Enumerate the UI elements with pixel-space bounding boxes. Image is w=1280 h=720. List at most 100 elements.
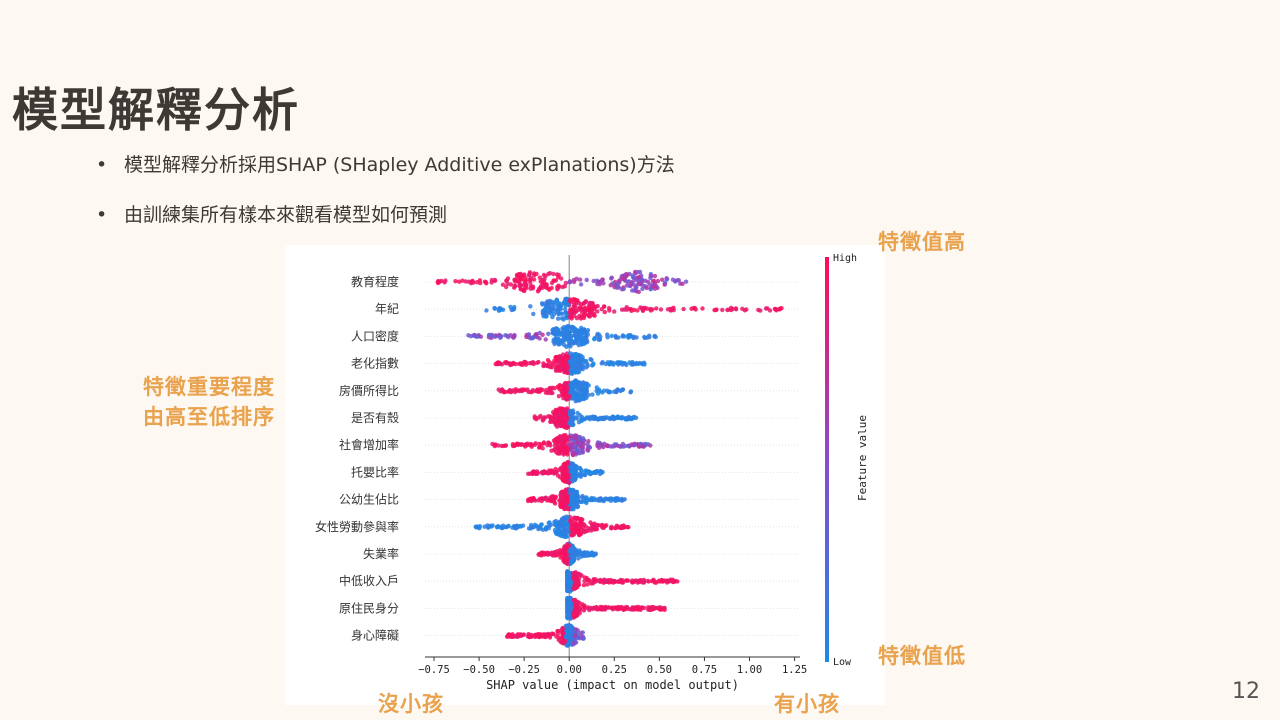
shap-point xyxy=(530,335,535,341)
shap-point xyxy=(477,524,482,529)
shap-point xyxy=(574,611,580,617)
shap-point xyxy=(561,551,567,557)
shap-point xyxy=(550,314,555,320)
annotation-importance-line2: 由高至低排序 xyxy=(143,405,275,429)
shap-point xyxy=(595,417,600,422)
shap-point xyxy=(744,307,749,312)
shap-point xyxy=(767,308,773,313)
shap-point xyxy=(500,387,505,392)
shap-point xyxy=(576,556,581,561)
feature-label: 女性勞動參與率 xyxy=(315,519,399,534)
shap-point xyxy=(561,342,567,347)
feature-label: 失業率 xyxy=(363,546,399,561)
shap-point xyxy=(548,363,553,369)
shap-point xyxy=(641,579,646,585)
shap-point xyxy=(559,330,564,335)
shap-point xyxy=(474,334,479,339)
shap-point xyxy=(621,273,626,278)
shap-point xyxy=(566,323,571,329)
shap-point xyxy=(664,276,670,282)
shap-point xyxy=(548,390,554,396)
shap-point xyxy=(565,607,570,613)
shap-point xyxy=(579,335,584,340)
shap-point xyxy=(624,305,629,310)
shap-point xyxy=(756,307,761,313)
shap-point xyxy=(568,487,573,492)
annotation-high-value: 特徵值高 xyxy=(878,230,966,254)
shap-point xyxy=(512,277,517,282)
shap-point xyxy=(574,415,579,420)
feature-label: 中低收入戶 xyxy=(339,573,399,588)
shap-point xyxy=(568,437,573,442)
shap-point xyxy=(564,514,569,519)
bullet-item: • 由訓練集所有樣本來觀看模型如何預測 xyxy=(96,200,675,250)
shap-point xyxy=(526,471,531,476)
shap-point xyxy=(514,272,520,278)
shap-point xyxy=(551,438,557,443)
shap-point xyxy=(733,306,739,311)
shap-point xyxy=(574,365,579,370)
shap-point xyxy=(584,335,589,340)
shap-point xyxy=(585,582,590,587)
shap-point xyxy=(575,499,580,505)
shap-point xyxy=(662,282,667,287)
shap-point xyxy=(551,447,557,453)
shap-point xyxy=(571,444,577,449)
feature-label: 人口密度 xyxy=(351,328,399,343)
shap-point xyxy=(483,280,489,285)
shap-point xyxy=(529,360,535,365)
shap-point xyxy=(572,332,577,338)
shap-point xyxy=(561,527,567,532)
shap-point xyxy=(578,330,583,335)
shap-point xyxy=(594,605,599,610)
shap-point xyxy=(556,316,561,321)
shap-point xyxy=(676,278,681,283)
shap-point xyxy=(578,572,583,577)
shap-point xyxy=(590,606,595,612)
shap-point xyxy=(559,492,564,498)
shap-point xyxy=(557,358,562,364)
shap-point xyxy=(567,279,573,285)
shap-point xyxy=(538,522,544,528)
annotation-low-value: 特徵值低 xyxy=(878,644,966,668)
shap-point xyxy=(554,354,559,360)
shap-point xyxy=(670,306,675,312)
shap-point xyxy=(565,461,571,466)
shap-point xyxy=(576,342,581,348)
shap-point xyxy=(564,634,569,639)
shap-point xyxy=(496,360,502,365)
shap-point xyxy=(570,452,576,458)
shap-point xyxy=(575,447,580,453)
shap-point xyxy=(618,388,623,394)
shap-point xyxy=(649,578,654,584)
shap-point xyxy=(498,335,503,340)
shap-point xyxy=(611,417,616,422)
shap-point xyxy=(577,381,583,387)
bullet-dot: • xyxy=(96,154,108,176)
shap-point xyxy=(675,579,680,584)
shap-point xyxy=(591,312,596,318)
shap-point xyxy=(566,543,572,548)
shap-point xyxy=(563,444,568,450)
shap-point xyxy=(579,517,584,522)
shap-point xyxy=(576,398,582,403)
shap-point xyxy=(650,604,655,610)
shap-point xyxy=(559,414,565,420)
shap-point xyxy=(490,441,495,447)
shap-point xyxy=(580,416,586,422)
shap-point xyxy=(537,275,543,280)
shap-point xyxy=(540,446,545,451)
shap-point xyxy=(639,605,644,610)
feature-label: 原住民身分 xyxy=(339,600,399,615)
shap-point xyxy=(586,439,591,444)
shap-point xyxy=(532,633,537,638)
shap-point xyxy=(547,287,552,292)
shap-point xyxy=(683,279,689,284)
shap-point xyxy=(582,578,587,584)
shap-point xyxy=(503,361,509,366)
shap-point xyxy=(628,389,634,394)
shap-point xyxy=(720,307,725,313)
shap-point xyxy=(478,280,483,286)
shap-point xyxy=(492,334,497,339)
shap-point xyxy=(572,636,577,642)
